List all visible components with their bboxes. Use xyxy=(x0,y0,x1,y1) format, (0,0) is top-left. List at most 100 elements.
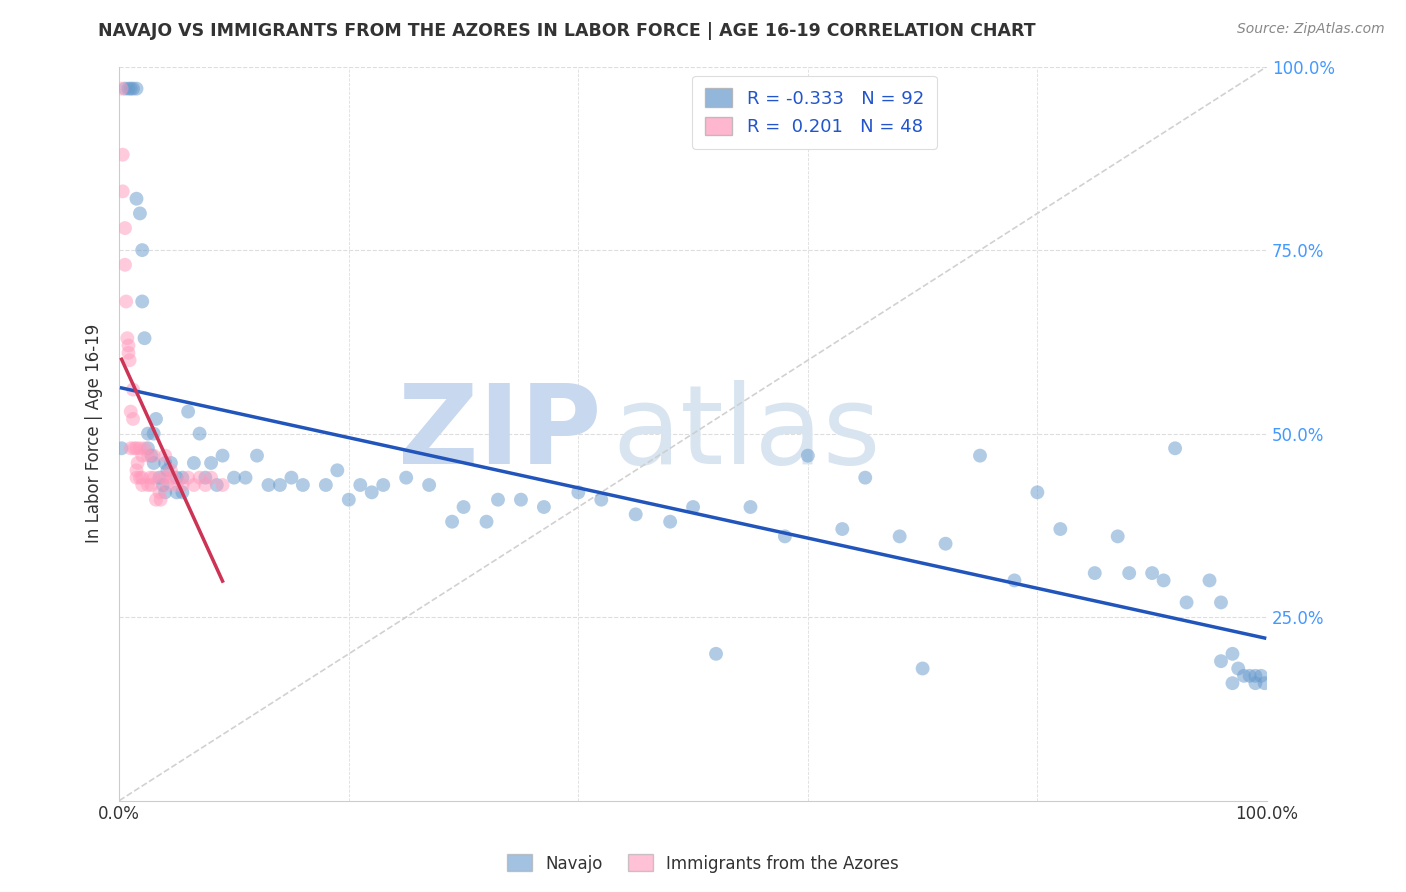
Point xyxy=(1209,595,1232,609)
Point xyxy=(1239,669,1261,683)
Point xyxy=(889,529,911,543)
Point xyxy=(125,81,148,95)
Point xyxy=(183,478,205,492)
Point xyxy=(1002,574,1025,588)
Point xyxy=(591,492,613,507)
Point xyxy=(1164,442,1187,456)
Point xyxy=(120,81,142,95)
Point xyxy=(1244,669,1267,683)
Point xyxy=(911,661,934,675)
Point xyxy=(177,404,200,418)
Point xyxy=(337,492,360,507)
Point xyxy=(139,470,162,484)
Point xyxy=(200,456,222,470)
Point xyxy=(194,470,217,484)
Point xyxy=(1233,669,1256,683)
Point xyxy=(162,470,184,484)
Point xyxy=(129,206,152,220)
Point xyxy=(177,470,200,484)
Point xyxy=(441,515,464,529)
Point xyxy=(156,478,179,492)
Point xyxy=(136,426,159,441)
Point xyxy=(533,500,555,514)
Point xyxy=(453,500,475,514)
Y-axis label: In Labor Force | Age 16-19: In Labor Force | Age 16-19 xyxy=(86,324,103,543)
Point xyxy=(156,463,179,477)
Point xyxy=(1222,647,1244,661)
Point xyxy=(831,522,853,536)
Point xyxy=(1026,485,1049,500)
Point xyxy=(120,442,142,456)
Point xyxy=(117,338,139,352)
Point xyxy=(131,294,153,309)
Text: ZIP: ZIP xyxy=(398,380,602,487)
Text: Source: ZipAtlas.com: Source: ZipAtlas.com xyxy=(1237,22,1385,37)
Point xyxy=(1140,566,1163,580)
Point xyxy=(160,456,183,470)
Point xyxy=(122,81,145,95)
Point xyxy=(188,470,211,484)
Point xyxy=(853,470,876,484)
Point xyxy=(122,412,145,426)
Point xyxy=(360,485,382,500)
Point xyxy=(172,470,194,484)
Point xyxy=(1244,676,1267,690)
Point xyxy=(131,470,153,484)
Point xyxy=(1198,574,1220,588)
Point xyxy=(659,515,682,529)
Point xyxy=(117,331,139,345)
Text: NAVAJO VS IMMIGRANTS FROM THE AZORES IN LABOR FORCE | AGE 16-19 CORRELATION CHAR: NAVAJO VS IMMIGRANTS FROM THE AZORES IN … xyxy=(98,22,1036,40)
Point xyxy=(1153,574,1175,588)
Point xyxy=(136,442,159,456)
Point xyxy=(117,346,139,360)
Point xyxy=(166,478,188,492)
Point xyxy=(148,470,170,484)
Point xyxy=(1250,669,1272,683)
Point xyxy=(129,442,152,456)
Point xyxy=(682,500,704,514)
Point xyxy=(125,442,148,456)
Point xyxy=(200,470,222,484)
Point xyxy=(740,500,762,514)
Point xyxy=(624,508,647,522)
Point xyxy=(122,442,145,456)
Point xyxy=(567,485,589,500)
Point xyxy=(142,456,165,470)
Point xyxy=(111,147,134,161)
Point xyxy=(773,529,796,543)
Point xyxy=(134,442,156,456)
Point xyxy=(145,412,167,426)
Point xyxy=(1209,654,1232,668)
Point xyxy=(349,478,371,492)
Point xyxy=(1222,676,1244,690)
Point xyxy=(211,449,233,463)
Point xyxy=(1253,676,1275,690)
Point xyxy=(1227,661,1250,675)
Point xyxy=(797,449,820,463)
Point xyxy=(704,647,727,661)
Point xyxy=(136,478,159,492)
Point xyxy=(131,449,153,463)
Point xyxy=(117,81,139,95)
Point xyxy=(257,478,280,492)
Point xyxy=(160,463,183,477)
Point xyxy=(152,470,174,484)
Point xyxy=(153,470,176,484)
Point xyxy=(235,470,257,484)
Point xyxy=(145,492,167,507)
Point xyxy=(115,294,138,309)
Point xyxy=(1049,522,1071,536)
Point xyxy=(129,470,152,484)
Point xyxy=(153,456,176,470)
Point xyxy=(291,478,314,492)
Point xyxy=(1175,595,1198,609)
Point xyxy=(935,537,957,551)
Point xyxy=(127,456,149,470)
Point xyxy=(118,353,141,368)
Text: atlas: atlas xyxy=(613,380,882,487)
Point xyxy=(122,383,145,397)
Point xyxy=(125,470,148,484)
Point xyxy=(114,258,136,272)
Point xyxy=(141,449,163,463)
Point xyxy=(280,470,302,484)
